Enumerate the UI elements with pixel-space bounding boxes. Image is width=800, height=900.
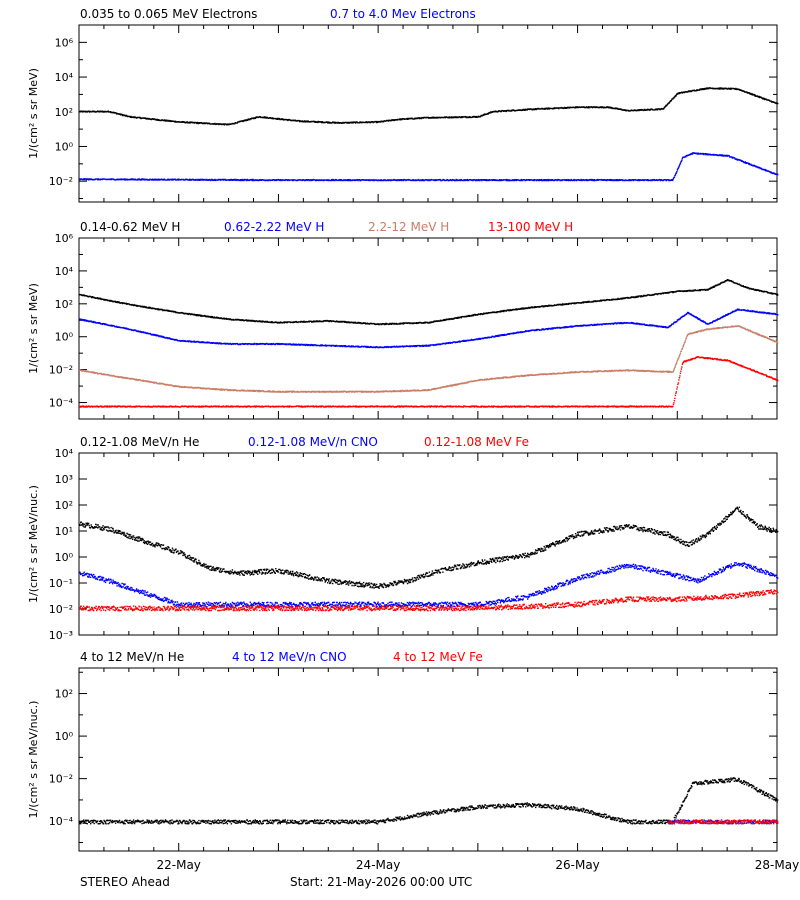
- y-axis-label: 1/(cm² s sr MeV/nuc.): [27, 485, 40, 603]
- legend-entry: 2.2-12 MeV H: [368, 220, 449, 234]
- y-tick-label: 10⁻²: [49, 175, 73, 188]
- x-tick-label: 28-May: [755, 858, 799, 872]
- panel-4: 10⁻⁴ 10⁻² 10⁰ 10² 1/(cm² s sr MeV/nuc.) 4 to …: [27, 650, 779, 852]
- y-axis-label: 1/(cm² s sr MeV): [27, 68, 40, 159]
- series-1-points: [79, 87, 779, 126]
- y-tick-label: 10⁻²: [49, 603, 73, 616]
- y-tick-label: 10⁻⁴: [49, 397, 74, 410]
- legend-entry: 0.035 to 0.065 MeV Electrons: [80, 7, 257, 21]
- y-tick-label: 10⁻²: [49, 773, 73, 786]
- legend-entry: 4 to 12 MeV/n He: [80, 650, 184, 664]
- plot-frame: [78, 237, 778, 420]
- x-tick-label: 26-May: [555, 858, 599, 872]
- y-tick-label: 10⁴: [55, 447, 74, 460]
- series-3-points: [79, 589, 779, 612]
- y-tick-label: 10³: [55, 473, 73, 486]
- y-tick-label: 10⁶: [55, 36, 74, 49]
- series-4-points: [79, 356, 779, 408]
- y-tick-label: 10⁴: [55, 265, 74, 278]
- y-tick-label: 10²: [55, 106, 73, 119]
- panel-3: 10⁻³ 10⁻² 10⁻¹ 10⁰ 10¹ 10² 10³ 10⁴ 1/(cm² s sr M…: [27, 435, 779, 642]
- legend-entry: 0.12-1.08 MeV/n He: [80, 435, 199, 449]
- legend-entry: 4 to 12 MeV/n CNO: [232, 650, 347, 664]
- y-tick-label: 10⁻⁴: [49, 815, 74, 828]
- y-tick-label: 10⁻¹: [49, 577, 73, 590]
- y-tick-label: 10⁻²: [49, 364, 73, 377]
- y-axis-label: 1/(cm² s sr MeV/nuc.): [27, 701, 40, 819]
- y-axis-label: 1/(cm² s sr MeV): [27, 283, 40, 374]
- y-tick-label: 10⁰: [55, 730, 74, 743]
- spacecraft-label: STEREO Ahead: [80, 875, 170, 889]
- start-time-label: Start: 21-May-2026 00:00 UTC: [290, 875, 472, 889]
- series-3-points: [79, 325, 779, 393]
- series-1-points: [79, 506, 779, 589]
- legend-entry: 13-100 MeV H: [488, 220, 573, 234]
- legend-entry: 4 to 12 MeV Fe: [393, 650, 483, 664]
- series-2-points: [79, 562, 779, 608]
- legend-entry: 0.14-0.62 MeV H: [80, 220, 180, 234]
- y-tick-label: 10²: [55, 688, 73, 701]
- y-tick-label: 10⁰: [55, 140, 74, 153]
- series-1-points: [79, 777, 779, 825]
- x-tick-label: 24-May: [356, 858, 400, 872]
- x-tick-label: 22-May: [157, 858, 201, 872]
- panel-1: 10⁻² 10⁰ 10² 10⁴ 10⁶ 1/(cm² s sr MeV) 0.035 to…: [27, 7, 779, 203]
- legend-entry: 0.12-1.08 MeV Fe: [424, 435, 529, 449]
- y-tick-label: 10¹: [55, 525, 73, 538]
- y-tick-label: 10⁶: [55, 232, 74, 245]
- y-tick-label: 10²: [55, 298, 73, 311]
- series-2-points: [79, 152, 779, 182]
- legend-entry: 0.62-2.22 MeV H: [224, 220, 324, 234]
- series-3-points: [667, 819, 779, 825]
- y-tick-label: 10⁻³: [49, 629, 73, 642]
- series-1-points: [79, 279, 779, 326]
- y-tick-label: 10²: [55, 499, 73, 512]
- y-tick-label: 10⁴: [55, 71, 74, 84]
- y-tick-label: 10⁰: [55, 331, 74, 344]
- legend-entry: 0.7 to 4.0 Mev Electrons: [330, 7, 476, 21]
- legend-entry: 0.12-1.08 MeV/n CNO: [248, 435, 378, 449]
- y-tick-label: 10⁰: [55, 551, 74, 564]
- panel-2: 10⁻⁴ 10⁻² 10⁰ 10² 10⁴ 10⁶ 1/(cm² s sr MeV) 0.14…: [27, 220, 779, 420]
- plot-frame: [78, 24, 778, 203]
